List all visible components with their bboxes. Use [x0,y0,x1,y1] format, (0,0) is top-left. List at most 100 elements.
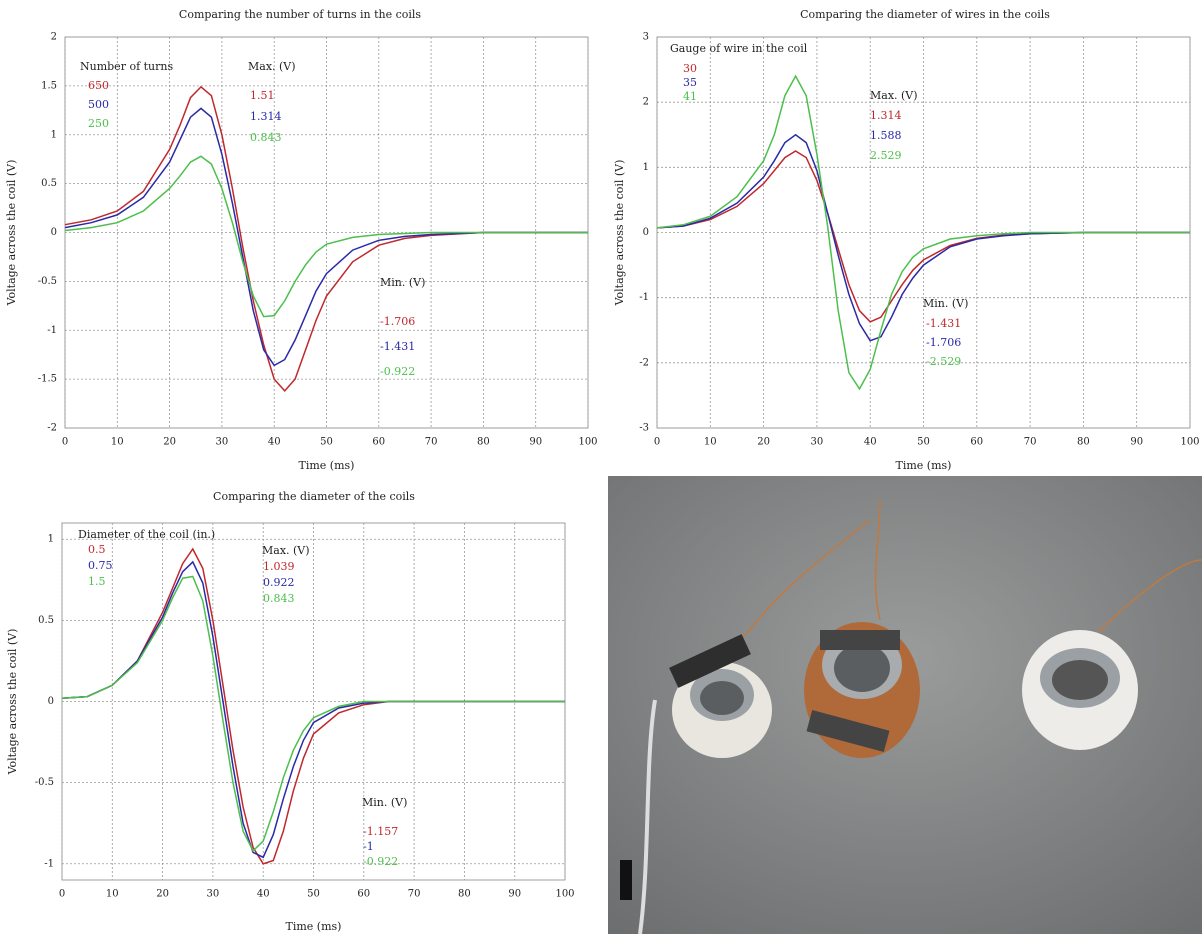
x-tick-label: 40 [268,437,281,448]
max-value: 1.588 [870,129,902,142]
y-tick-label: 0 [51,227,57,238]
x-tick-label: 40 [257,889,270,900]
y-tick-label: 3 [643,32,649,43]
x-tick-label: 50 [320,437,333,448]
y-tick-label: -3 [639,423,649,434]
x-tick-label: 30 [207,889,220,900]
cable [638,699,657,934]
x-tick-label: 60 [357,889,370,900]
series-line [656,133,1190,342]
x-axis-title: Time (ms) [299,459,355,472]
y-tick-label: 1 [51,129,57,140]
y-tick-label: -0.5 [38,276,57,287]
min-value: -1.431 [380,340,415,353]
x-tick-label: 30 [811,437,824,448]
x-tick-label: 20 [757,437,770,448]
y-tick-label: 0 [643,227,649,238]
min-value: -1.431 [926,317,961,330]
x-tick-label: 10 [111,437,124,448]
y-tick-label: 0.5 [41,178,57,189]
x-tick-label: 50 [307,889,320,900]
max-value: 0.922 [263,576,295,589]
max-title: Max. (V) [870,89,918,102]
max-title: Max. (V) [248,60,296,73]
y-tick-label: -2 [639,357,649,368]
min-title: Min. (V) [923,297,968,310]
min-value: -2.529 [926,355,961,368]
y-tick-label: 0 [48,696,54,707]
series-line [64,85,588,393]
x-tick-label: 90 [529,437,542,448]
min-value: -1.706 [380,315,415,328]
y-axis-title: Voltage across the coil (V) [6,629,19,776]
y-tick-label: -0.5 [35,777,54,788]
x-tick-label: 0 [62,437,68,448]
max-value: 2.529 [870,149,902,162]
x-tick-label: 20 [156,889,169,900]
legend-title: Number of turns [80,60,173,73]
y-tick-label: -2 [47,423,57,434]
legend-label: 0.75 [88,559,113,572]
legend-label: 500 [88,98,109,111]
chart-title: Comparing the number of turns in the coi… [179,8,421,21]
chart: Comparing the diameter of the coils Time … [6,490,575,933]
series-line [64,107,588,367]
min-value: -0.922 [380,365,415,378]
series-line [656,74,1190,391]
legend-label: 30 [683,62,697,75]
y-tick-label: -1 [47,325,57,336]
coil-medium [804,622,920,758]
legend-label: 35 [683,76,697,89]
chart: Comparing the number of turns in the coi… [5,8,598,472]
max-value: 1.314 [250,110,282,123]
max-title: Max. (V) [262,544,310,557]
x-tick-label: 40 [864,437,877,448]
x-tick-label: 10 [106,889,119,900]
x-tick-label: 10 [704,437,717,448]
max-value: 0.843 [263,592,295,605]
chart-title: Comparing the diameter of the coils [213,490,415,503]
chart-title: Comparing the diameter of wires in the c… [800,8,1050,21]
legend-title: Diameter of the coil (in.) [78,528,215,541]
min-value: -1 [363,840,374,853]
x-tick-label: 90 [1130,437,1143,448]
y-tick-label: -1.5 [38,374,57,385]
max-value: 1.314 [870,109,902,122]
x-tick-label: 100 [578,437,597,448]
x-tick-label: 100 [555,889,574,900]
x-tick-label: 60 [970,437,983,448]
x-tick-label: 50 [917,437,930,448]
legend-title: Gauge of wire in the coil [670,42,808,55]
x-tick-label: 0 [654,437,660,448]
min-value: -0.922 [363,855,398,868]
max-value: 1.039 [263,560,295,573]
legend-label: 650 [88,79,109,92]
y-tick-label: -1 [44,858,54,869]
y-axis-title: Voltage across the coil (V) [613,160,626,307]
y-tick-label: 1 [643,162,649,173]
y-tick-label: -1 [639,292,649,303]
y-tick-label: 0.5 [38,615,54,626]
max-value: 1.51 [250,89,275,102]
x-tick-label: 70 [425,437,438,448]
x-axis-title: Time (ms) [286,920,342,933]
x-tick-label: 0 [59,889,65,900]
y-tick-label: 1 [48,534,54,545]
x-tick-label: 80 [1077,437,1090,448]
x-tick-label: 70 [408,889,421,900]
x-tick-label: 20 [163,437,176,448]
x-tick-label: 60 [372,437,385,448]
coil-large [1022,630,1138,750]
legend-label: 250 [88,117,109,130]
min-value: -1.157 [363,825,398,838]
legend-label: 1.5 [88,575,106,588]
x-tick-label: 90 [508,889,521,900]
series-line [61,575,565,853]
photo [608,476,1202,934]
x-tick-label: 80 [477,437,490,448]
chart: Comparing the diameter of wires in the c… [613,8,1200,472]
y-tick-label: 2 [643,97,649,108]
connector [620,860,632,900]
y-axis-title: Voltage across the coil (V) [5,160,18,307]
